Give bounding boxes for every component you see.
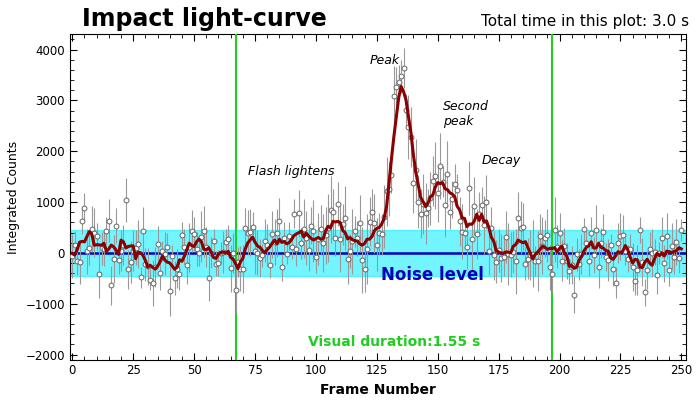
Text: Second
peak: Second peak [442,100,489,128]
Text: Impact light-curve: Impact light-curve [82,7,327,31]
Text: Flash lightens: Flash lightens [248,165,334,178]
Text: Visual duration:1.55 s: Visual duration:1.55 s [308,335,480,349]
Bar [70,230,686,276]
Text: Decay: Decay [482,154,521,168]
Y-axis label: Integrated Counts: Integrated Counts [7,141,20,254]
Text: Total time in this plot: 3.0 s: Total time in this plot: 3.0 s [482,14,690,29]
Text: Peak: Peak [370,54,400,67]
X-axis label: Frame Number: Frame Number [320,383,436,397]
Text: Noise level: Noise level [382,266,484,284]
